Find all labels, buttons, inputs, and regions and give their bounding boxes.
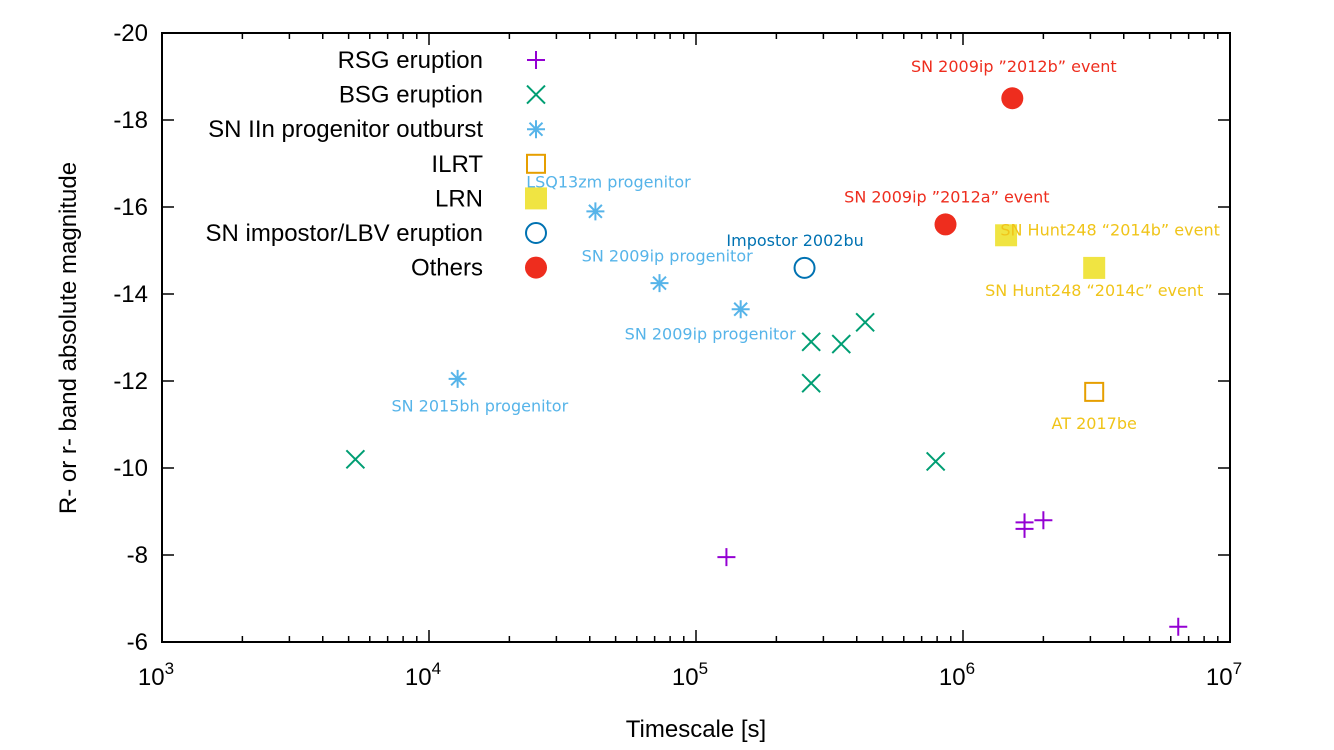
y-tick-label: -14 [113, 281, 148, 308]
legend-marker [525, 187, 547, 210]
data-point [1034, 511, 1053, 530]
data-points [345, 87, 1188, 636]
legend-marker [527, 120, 545, 139]
legend-marker [525, 256, 547, 279]
data-point [793, 256, 816, 279]
data-point [448, 369, 467, 388]
data-point [586, 202, 605, 221]
x-tick-label: 106 [939, 659, 975, 691]
x-tick-label: 105 [672, 659, 708, 691]
data-point [801, 332, 821, 352]
annotation-label: SN 2009ip progenitor [625, 325, 796, 344]
annotation-label: LSQ13zm progenitor [526, 172, 691, 191]
legend-label: SN IIn progenitor outburst [208, 116, 483, 143]
annotation-label: SN Hunt248 “2014b” event [1000, 220, 1220, 239]
x-axis: 103 104 105 106 107 [138, 33, 1242, 691]
y-tick-label: -8 [127, 542, 148, 569]
data-point [1169, 617, 1188, 636]
data-point [934, 213, 957, 236]
legend-marker [525, 222, 547, 244]
y-tick-label: -10 [113, 455, 148, 482]
data-point [995, 224, 1018, 247]
data-point [731, 300, 750, 319]
data-point [1001, 87, 1024, 110]
data-point [717, 548, 736, 567]
y-axis: -20 -18 -16 -14 -12 -10 -8 -6 [113, 20, 1230, 656]
legend-label: LRN [435, 185, 483, 212]
y-tick-label: -12 [113, 368, 148, 395]
data-point [1015, 513, 1034, 532]
data-point [1084, 381, 1105, 402]
y-tick-label: -20 [113, 20, 148, 47]
x-tick-label: 107 [1206, 659, 1242, 691]
data-point [855, 312, 875, 332]
data-point [831, 334, 851, 354]
y-tick-label: -18 [113, 107, 148, 134]
legend-label: ILRT [431, 151, 483, 178]
data-point [345, 449, 366, 470]
legend-label: BSG eruption [339, 82, 483, 109]
legend-label: Others [411, 255, 483, 282]
legend-label: SN impostor/LBV eruption [206, 220, 483, 247]
annotation-label: SN 2009ip ”2012b” event [911, 57, 1117, 76]
annotation-label: SN 2015bh progenitor [391, 396, 568, 415]
data-point [925, 451, 946, 472]
data-point [1083, 256, 1106, 279]
x-tick-label: 103 [138, 659, 174, 691]
legend-marker [526, 84, 546, 105]
y-tick-label: -16 [113, 194, 148, 221]
y-tick-label: -6 [127, 629, 148, 656]
annotations: SN 2009ip ”2012b” event SN 2009ip ”2012a”… [391, 57, 1219, 433]
y-axis-title: R- or r- band absolute magnitude [55, 162, 82, 514]
legend-label: RSG eruption [338, 47, 483, 74]
legend: RSG eruption BSG eruption SN IIn progenito… [206, 47, 547, 282]
x-tick-label: 104 [405, 659, 441, 691]
data-point [801, 373, 821, 393]
annotation-label: SN Hunt248 “2014c” event [985, 281, 1203, 300]
annotation-label: Impostor 2002bu [726, 231, 863, 250]
data-point [650, 274, 669, 293]
annotation-label: SN 2009ip progenitor [582, 246, 753, 265]
annotation-label: SN 2009ip ”2012a” event [844, 188, 1049, 207]
annotation-label: AT 2017be [1052, 414, 1137, 433]
legend-marker [527, 51, 545, 69]
x-axis-title: Timescale [s] [626, 716, 766, 743]
legend-marker [526, 153, 546, 174]
